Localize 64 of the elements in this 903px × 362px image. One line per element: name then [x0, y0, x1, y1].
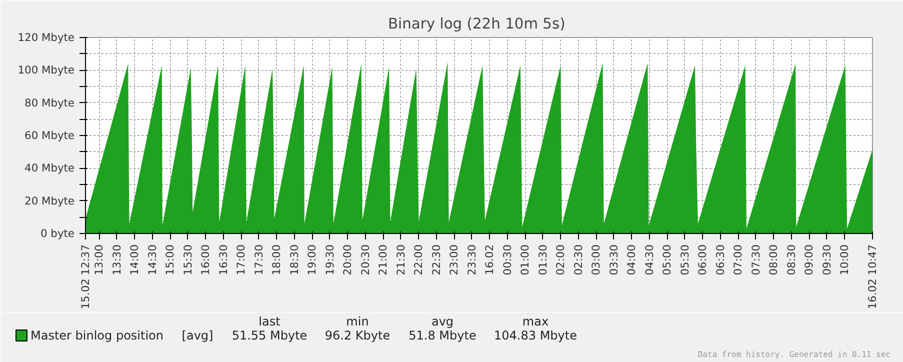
text: Data from history. Generated in 0.11 sec [698, 350, 891, 359]
x-tick-label: 01:30 [536, 244, 550, 276]
x-tick-label: 18:30 [288, 244, 301, 276]
x-tick-label: 05:30 [678, 244, 692, 276]
x-tick-label: 07:00 [732, 244, 745, 276]
x-tick-label: 23:00 [448, 244, 461, 276]
x-tick-label: 17:00 [234, 244, 248, 276]
x-tick-label: 03:30 [607, 244, 620, 276]
y-tick-label: 100 Mbyte [18, 64, 75, 77]
text: min [346, 314, 369, 328]
y-tick-label: 120 Mbyte [18, 31, 75, 44]
x-tick-label: 19:00 [306, 244, 319, 276]
x-tick-label: 16.02 [483, 244, 496, 276]
x-tick-label: 00:30 [500, 244, 514, 276]
x-tick-label: 05:00 [660, 244, 674, 276]
x-tick-label: 08:30 [784, 244, 798, 276]
x-tick-label: 07:30 [749, 244, 762, 276]
text: last [258, 314, 281, 328]
x-tick-label: 13:00 [92, 244, 106, 276]
text: 51.55 Mbyte [232, 328, 308, 342]
y-tick-label: 0 byte [40, 227, 75, 240]
x-tick-label: 23:30 [465, 244, 478, 276]
x-tick-label: 06:30 [714, 244, 727, 276]
x-tick-label: 16.02 10:47 [866, 244, 879, 310]
y-tick-label: 80 Mbyte [24, 96, 75, 110]
y-tick-label: 60 Mbyte [24, 129, 75, 142]
x-tick-label: 04:30 [642, 244, 656, 276]
x-tick-label: 13:30 [110, 244, 124, 276]
x-tick-label: 15:30 [181, 244, 194, 276]
x-tick-label: 20:30 [358, 244, 372, 276]
text: 96.2 Kbyte [324, 328, 390, 342]
x-tick-label: 09:00 [802, 244, 816, 276]
x-tick-label: 15:00 [164, 244, 177, 276]
y-tick-label: 40 Mbyte [24, 162, 75, 175]
x-tick-label: 16:00 [199, 244, 212, 276]
x-tick-label: 09:30 [820, 244, 834, 276]
x-tick-label: 22:30 [430, 244, 443, 276]
y-tick-label: 20 Mbyte [24, 194, 75, 208]
x-tick-label: 02:30 [572, 244, 585, 276]
legend-label: Master binlog position [30, 328, 164, 342]
x-tick-label: 14:00 [128, 244, 142, 276]
x-tick-label: 03:00 [590, 244, 603, 276]
x-tick-label: 10:00 [838, 244, 852, 276]
text: 104.83 Mbyte [494, 328, 577, 342]
x-tick-label: 02:00 [554, 244, 568, 276]
x-tick-label: 19:30 [323, 244, 336, 276]
x-tick-label: 18:00 [270, 244, 284, 276]
text: max [522, 314, 549, 328]
x-tick-label: 01:00 [518, 244, 532, 276]
x-tick-label: 16:30 [216, 244, 230, 276]
x-tick-label: 04:00 [625, 244, 638, 276]
x-tick-label: 20:00 [341, 244, 354, 276]
x-tick-label: 08:00 [767, 244, 780, 276]
x-tick-label: 15.02 12:37 [79, 244, 92, 310]
x-tick-label: 22:00 [412, 244, 426, 276]
x-tick-label: 21:00 [376, 244, 390, 276]
text: avg [431, 314, 454, 328]
chart-title: Binary log (22h 10m 5s) [388, 16, 566, 32]
x-tick-label: 17:30 [252, 244, 266, 276]
text: 51.8 Mbyte [408, 328, 476, 342]
x-tick-label: 14:30 [146, 244, 159, 276]
x-tick-label: 21:30 [394, 244, 408, 276]
x-tick-label: 06:00 [696, 244, 710, 276]
text: [avg] [182, 328, 214, 342]
